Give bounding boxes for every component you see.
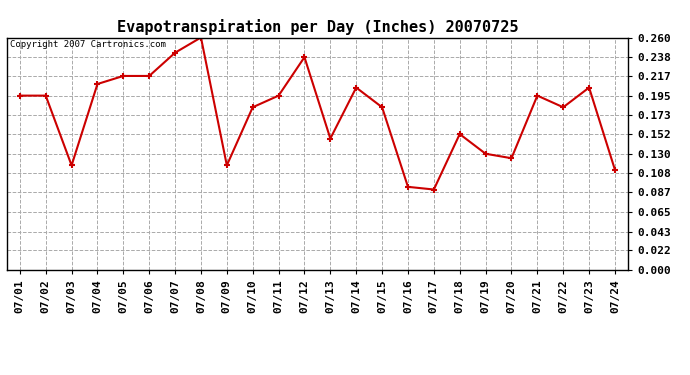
Title: Evapotranspiration per Day (Inches) 20070725: Evapotranspiration per Day (Inches) 2007… [117,19,518,35]
Text: Copyright 2007 Cartronics.com: Copyright 2007 Cartronics.com [10,40,166,49]
